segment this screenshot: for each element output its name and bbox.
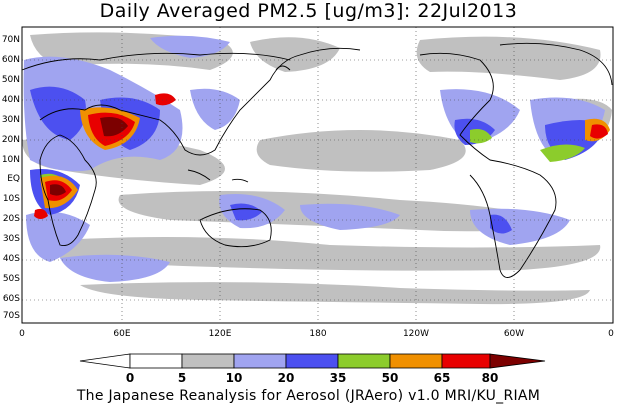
colorbar-segment-0-5 <box>129 353 183 369</box>
colorbar-left-arrow <box>79 353 131 369</box>
colorbar-segment-10-20 <box>233 353 287 369</box>
coastlines <box>21 42 613 278</box>
colorbar: 0 5 10 20 35 50 65 80 <box>79 353 546 385</box>
lat-label-30n: 30N <box>2 115 20 125</box>
colorbar-segment-35-50 <box>337 353 391 369</box>
colorbar-label-50: 50 <box>382 371 399 385</box>
colorbar-label-20: 20 <box>278 371 295 385</box>
colorbar-segment-65-80 <box>441 353 491 369</box>
colorbar-segment-20-35 <box>285 353 339 369</box>
lon-label-60w: 60W <box>504 329 524 339</box>
colorbar-label-35: 35 <box>330 371 347 385</box>
map-title: Daily Averaged PM2.5 [ug/m3]: 22Jul2013 <box>99 0 518 22</box>
colorbar-label-80: 80 <box>482 371 499 385</box>
lat-label-10s: 10S <box>3 194 20 204</box>
colorbar-segment-5-10 <box>181 353 235 369</box>
lat-label-50s: 50S <box>3 274 20 284</box>
lat-label-60n: 60N <box>2 55 20 65</box>
lat-label-10n: 10N <box>2 155 20 165</box>
lat-label-eq: EQ <box>7 174 20 184</box>
lon-label-0-left: 0 <box>19 329 25 339</box>
lon-label-60e: 60E <box>113 329 130 339</box>
colorbar-label-5: 5 <box>178 371 186 385</box>
lat-label-20n: 20N <box>2 135 20 145</box>
pm25-darkred-areas <box>50 117 128 196</box>
colorbar-right-arrow <box>489 353 546 369</box>
lat-label-70s: 70S <box>3 311 20 321</box>
latitude-axis: 70N 60N 50N 40N 30N 20N 10N EQ 10S 20S 3… <box>2 35 20 321</box>
colorbar-label-65: 65 <box>434 371 451 385</box>
lon-label-0-right: 0 <box>608 329 614 339</box>
longitude-axis: 0 60E 120E 180 120W 60W 0 <box>19 329 614 339</box>
lat-label-40s: 40S <box>3 254 20 264</box>
lat-label-20s: 20S <box>3 214 20 224</box>
lat-label-40n: 40N <box>2 95 20 105</box>
footer-credit: The Japanese Reanalysis for Aerosol (JRA… <box>76 388 541 404</box>
lon-label-180: 180 <box>309 329 326 339</box>
map-plot <box>21 26 614 324</box>
pm25-lightblue-areas <box>23 35 605 282</box>
gridlines <box>22 27 613 323</box>
lat-label-70n: 70N <box>2 35 20 45</box>
lat-label-30s: 30S <box>3 234 20 244</box>
colorbar-label-10: 10 <box>226 371 243 385</box>
lon-label-120e: 120E <box>209 329 232 339</box>
colorbar-segment-50-65 <box>389 353 443 369</box>
lon-label-120w: 120W <box>403 329 429 339</box>
lat-label-50n: 50N <box>2 75 20 85</box>
lat-label-60s: 60S <box>3 294 20 304</box>
colorbar-label-0: 0 <box>126 371 134 385</box>
